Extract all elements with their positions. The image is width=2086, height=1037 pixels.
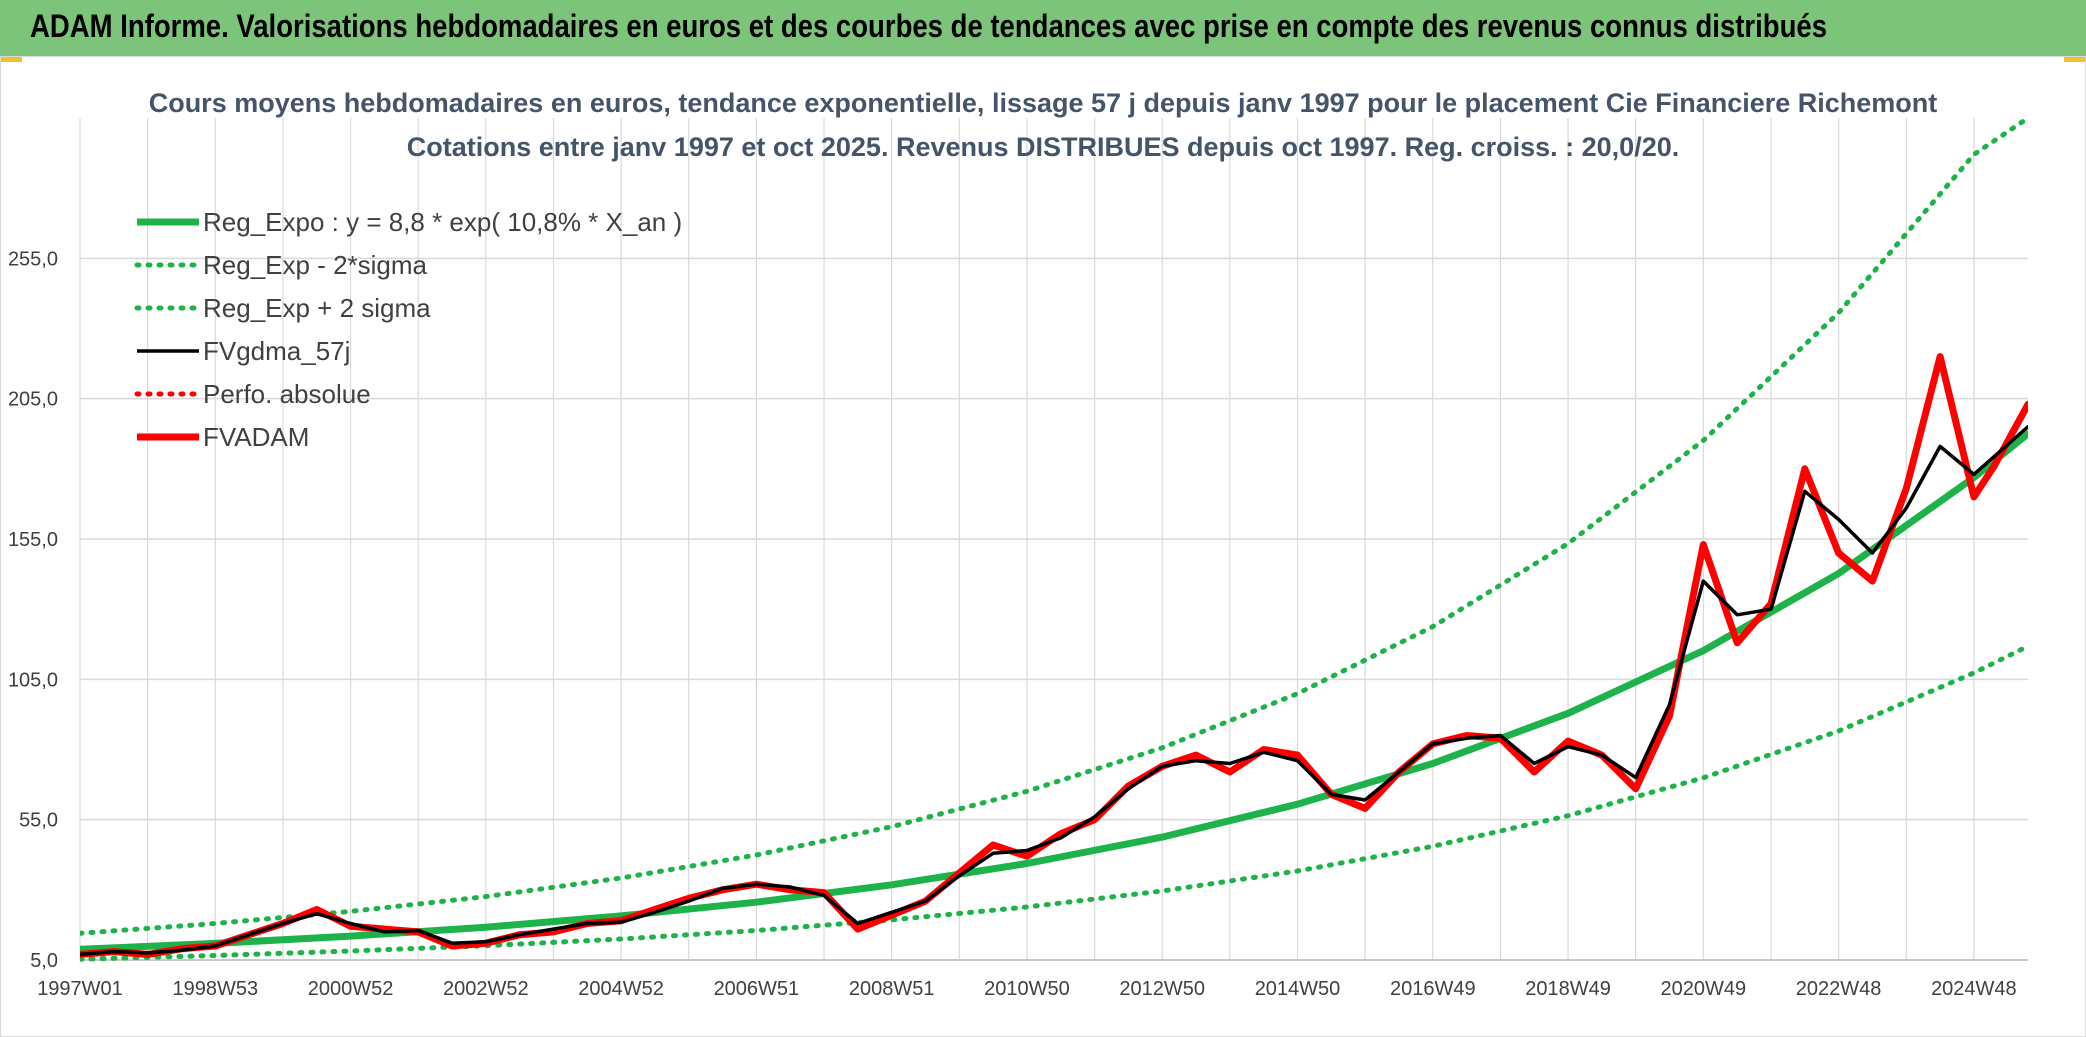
legend-label: Perfo. absolue: [203, 379, 371, 409]
corner-mark-right: [2064, 56, 2086, 62]
grid-lines: [79, 118, 2028, 961]
y-tick-label: 55,0: [19, 810, 58, 832]
series-line-3: [80, 424, 2028, 957]
header-banner: ADAM Informe. Valorisations hebdomadaire…: [0, 0, 2086, 56]
banner-title: ADAM Informe. Valorisations hebdomadaire…: [30, 8, 1827, 44]
series-line-2: [80, 115, 2028, 936]
x-tick-label: 2024W48: [1931, 978, 2017, 1000]
x-tick-label: 2010W50: [984, 978, 1070, 1000]
series-layer: [80, 115, 2028, 962]
x-tick-label: 2022W48: [1796, 978, 1882, 1000]
corner-mark-left: [0, 56, 22, 62]
x-tick-label: 1997W01: [37, 978, 123, 1000]
axis-labels: 5,0 55,0 105,0 155,0 205,0 255,0 1997W01 1998W5…: [8, 248, 2017, 1000]
series-line-0: [80, 430, 2028, 953]
x-tick-label: 2020W49: [1661, 978, 1747, 1000]
x-tick-label: 2008W51: [849, 978, 935, 1000]
chart-subtitle: Cotations entre janv 1997 et oct 2025. R…: [407, 132, 1679, 162]
y-tick-label: 105,0: [8, 669, 58, 691]
x-tick-label: 2006W51: [714, 978, 800, 1000]
x-tick-label: 2016W49: [1390, 978, 1476, 1000]
legend-label: Reg_Exp + 2 sigma: [203, 293, 431, 323]
x-tick-label: 2000W52: [308, 978, 394, 1000]
series-line-4: [80, 353, 2028, 958]
legend-label: FVgdma_57j: [203, 336, 350, 366]
legend-label: Reg_Exp - 2*sigma: [203, 250, 428, 280]
x-tick-label: 2002W52: [443, 978, 529, 1000]
legend-label: Reg_Expo : y = 8,8 * exp( 10,8% * X_an ): [203, 207, 682, 237]
series-line-1: [80, 643, 2028, 962]
x-tick-label: 2014W50: [1255, 978, 1341, 1000]
x-tick-label: 2004W52: [578, 978, 664, 1000]
y-tick-label: 255,0: [8, 248, 58, 270]
y-tick-label: 5,0: [30, 950, 58, 972]
y-tick-label: 155,0: [8, 529, 58, 551]
chart-title: Cours moyens hebdomadaires en euros, ten…: [149, 88, 1938, 118]
chart-legend: Reg_Expo : y = 8,8 * exp( 10,8% * X_an )…: [134, 207, 682, 452]
x-tick-label: 2012W50: [1119, 978, 1205, 1000]
x-tick-label: 1998W53: [172, 978, 258, 1000]
y-tick-label: 205,0: [8, 389, 58, 411]
legend-label: FVADAM: [203, 422, 309, 452]
x-tick-label: 2018W49: [1525, 978, 1611, 1000]
